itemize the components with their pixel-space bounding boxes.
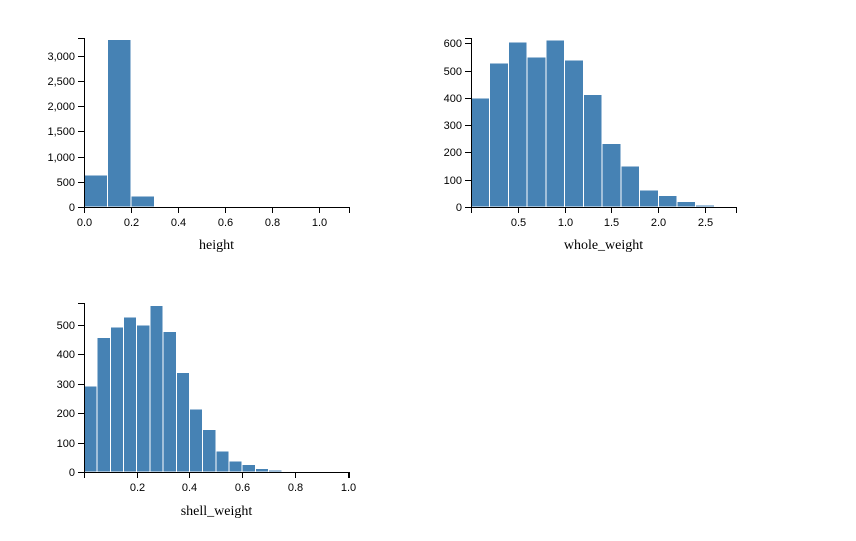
bar-whole_weight-3 <box>527 57 546 207</box>
bar-whole_weight-0 <box>471 98 490 207</box>
x-tick-label: 0.6 <box>235 482 250 494</box>
x-tick-label: 0.8 <box>288 482 303 494</box>
bar-whole_weight-11 <box>677 202 696 207</box>
histogram-whole_weight: 0 100 200 300 400 500 600 0.5 1.0 1.5 2.0 2.5 whole_… <box>444 38 737 253</box>
x-tick-label: 2.0 <box>651 217 666 229</box>
x-tick-label: 0.8 <box>265 217 280 229</box>
y-tick-label: 600 <box>444 38 462 50</box>
bar-shell_weight-13 <box>255 468 268 472</box>
bar-shell_weight-5 <box>150 306 163 472</box>
y-tick-label: 400 <box>57 349 75 361</box>
y-tick-label: 300 <box>57 379 75 391</box>
y-axis-whole_weight: 0 100 200 300 400 500 600 <box>444 38 472 214</box>
bar-shell_weight-1 <box>97 337 110 472</box>
bar-whole_weight-6 <box>583 95 602 207</box>
bar-whole_weight-9 <box>640 190 659 207</box>
x-tick-label: 0.4 <box>182 482 197 494</box>
y-tick-label: 400 <box>444 93 462 105</box>
y-axis-shell_weight: 0 100 200 300 400 500 <box>57 304 85 480</box>
bar-shell_weight-2 <box>110 327 123 472</box>
y-tick-label: 500 <box>444 66 462 78</box>
bar-whole_weight-1 <box>490 63 509 207</box>
x-tick-label: 0.4 <box>171 217 186 229</box>
x-axis-line <box>85 208 350 214</box>
x-tick-label: 0.2 <box>130 482 145 494</box>
y-tick-label: 100 <box>444 175 462 187</box>
y-tick-label: 200 <box>57 408 75 420</box>
x-tick-label: 1.0 <box>312 217 327 229</box>
bar-shell_weight-4 <box>137 325 150 472</box>
bar-shell_weight-0 <box>84 386 97 472</box>
bar-whole_weight-10 <box>658 196 677 207</box>
y-tick-label: 200 <box>444 147 462 159</box>
bar-height-0 <box>84 175 107 207</box>
x-axis-title: whole_weight <box>564 238 643 253</box>
bar-shell_weight-12 <box>242 465 255 472</box>
bar-shell_weight-9 <box>203 429 216 472</box>
y-tick-label: 500 <box>57 177 75 189</box>
y-tick-label: 300 <box>444 120 462 132</box>
bar-whole_weight-12 <box>696 205 715 207</box>
bar-shell_weight-10 <box>216 451 229 472</box>
x-tick-label: 1.5 <box>604 217 619 229</box>
y-tick-label: 100 <box>57 438 75 450</box>
y-tick-label: 0 <box>69 202 75 214</box>
x-axis-line <box>85 473 350 479</box>
x-axis-shell_weight: 0.2 0.4 0.6 0.8 1.0 <box>85 472 357 494</box>
bar-whole_weight-4 <box>546 40 565 207</box>
x-tick-label: 1.0 <box>558 217 573 229</box>
y-axis-height: 0 500 1,000 1,500 2,000 2,500 3,000 <box>47 39 84 215</box>
bar-whole_weight-2 <box>508 42 527 207</box>
y-tick-label: 2,000 <box>47 101 75 113</box>
bar-shell_weight-15 <box>282 471 295 472</box>
y-tick-label: 500 <box>57 320 75 332</box>
y-tick-label: 2,500 <box>47 76 75 88</box>
y-tick-label: 0 <box>69 467 75 479</box>
bar-shell_weight-14 <box>269 470 282 472</box>
x-axis-height: 0.0 0.2 0.4 0.6 0.8 1.0 <box>77 207 350 229</box>
bar-whole_weight-8 <box>621 166 640 207</box>
bar-shell_weight-17 <box>308 471 321 472</box>
bar-shell_weight-3 <box>124 317 137 472</box>
x-axis-title: shell_weight <box>181 504 253 519</box>
bar-whole_weight-5 <box>565 60 584 207</box>
bar-height-2 <box>131 196 154 207</box>
bar-height-1 <box>107 40 130 207</box>
histogram-shell_weight: 0 100 200 300 400 500 0.2 0.4 0.6 0.8 1.0 shell_wei… <box>57 304 357 520</box>
x-tick-label: 2.5 <box>698 217 713 229</box>
y-tick-label: 1,500 <box>47 126 75 138</box>
x-tick-label: 0.2 <box>124 217 139 229</box>
bar-whole_weight-7 <box>602 143 621 207</box>
x-tick-label: 0.0 <box>77 217 92 229</box>
y-tick-label: 1,000 <box>47 152 75 164</box>
x-tick-label: 1.0 <box>341 482 356 494</box>
y-tick-label: 3,000 <box>47 51 75 63</box>
x-axis-whole_weight: 0.5 1.0 1.5 2.0 2.5 <box>472 207 737 229</box>
x-tick-label: 0.6 <box>218 217 233 229</box>
x-tick-label: 0.5 <box>511 217 526 229</box>
bar-shell_weight-6 <box>163 332 176 472</box>
bar-shell_weight-8 <box>189 409 202 472</box>
x-axis-line <box>472 208 737 214</box>
x-axis-title: height <box>199 238 234 253</box>
bar-shell_weight-7 <box>176 373 189 472</box>
y-tick-label: 0 <box>456 202 462 214</box>
bar-shell_weight-11 <box>229 461 242 472</box>
